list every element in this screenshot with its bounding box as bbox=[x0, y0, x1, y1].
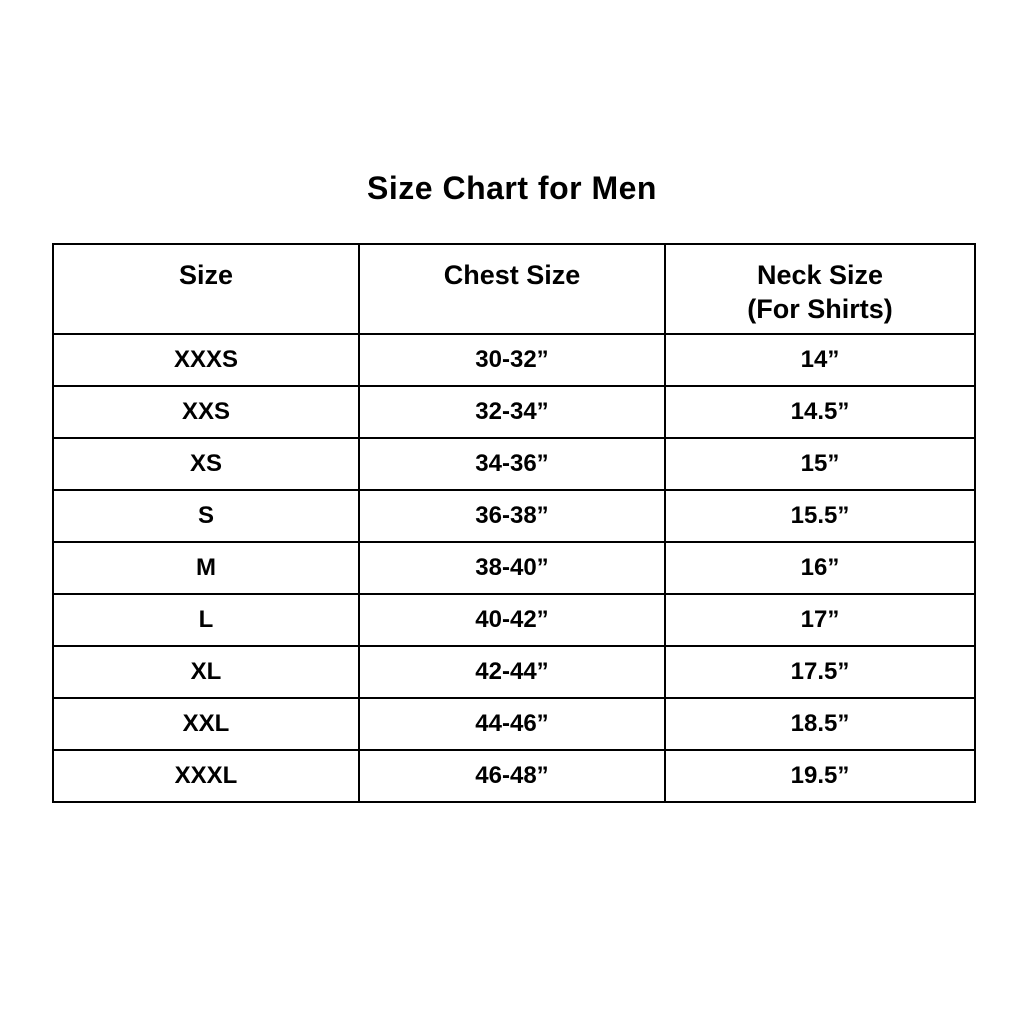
table-row: M 38-40” 16” bbox=[52, 541, 976, 595]
column-header-neck-line2: (For Shirts) bbox=[747, 293, 893, 324]
table-row: XS 34-36” 15” bbox=[52, 437, 976, 491]
column-header-chest: Chest Size bbox=[358, 243, 666, 335]
column-header-chest-label: Chest Size bbox=[443, 260, 581, 290]
neck-cell: 17” bbox=[664, 593, 976, 647]
table-header: Size Chest Size Neck Size (For Shirts) bbox=[52, 243, 976, 335]
neck-cell: 15” bbox=[664, 437, 976, 491]
table-row: XXXS 30-32” 14” bbox=[52, 333, 976, 387]
chest-cell: 38-40” bbox=[358, 541, 666, 595]
size-cell: XXS bbox=[52, 385, 360, 439]
column-header-size-label: Size bbox=[178, 260, 234, 290]
size-cell: XL bbox=[52, 645, 360, 699]
chest-cell: 46-48” bbox=[358, 749, 666, 803]
size-cell: L bbox=[52, 593, 360, 647]
size-cell: S bbox=[52, 489, 360, 543]
table-row: XXL 44-46” 18.5” bbox=[52, 697, 976, 751]
table-row: XL 42-44” 17.5” bbox=[52, 645, 976, 699]
column-header-neck-line1: Neck Size bbox=[756, 260, 884, 290]
table-row: XXXL 46-48” 19.5” bbox=[52, 749, 976, 803]
neck-cell: 17.5” bbox=[664, 645, 976, 699]
chest-cell: 36-38” bbox=[358, 489, 666, 543]
neck-cell: 16” bbox=[664, 541, 976, 595]
column-header-neck: Neck Size (For Shirts) bbox=[664, 243, 976, 335]
chest-cell: 40-42” bbox=[358, 593, 666, 647]
header-row: Size Chest Size Neck Size (For Shirts) bbox=[52, 243, 976, 335]
size-cell: XXXL bbox=[52, 749, 360, 803]
column-header-size: Size bbox=[52, 243, 360, 335]
size-cell: XXXS bbox=[52, 333, 360, 387]
chest-cell: 42-44” bbox=[358, 645, 666, 699]
chest-cell: 32-34” bbox=[358, 385, 666, 439]
neck-cell: 15.5” bbox=[664, 489, 976, 543]
chest-cell: 44-46” bbox=[358, 697, 666, 751]
size-cell: M bbox=[52, 541, 360, 595]
neck-cell: 14” bbox=[664, 333, 976, 387]
chest-cell: 34-36” bbox=[358, 437, 666, 491]
chest-cell: 30-32” bbox=[358, 333, 666, 387]
size-chart-table: Size Chest Size Neck Size (For Shirts) X… bbox=[52, 243, 976, 803]
size-cell: XS bbox=[52, 437, 360, 491]
size-cell: XXL bbox=[52, 697, 360, 751]
table-body: XXXS 30-32” 14” XXS 32-34” 14.5” XS 34-3… bbox=[52, 333, 976, 803]
table-row: S 36-38” 15.5” bbox=[52, 489, 976, 543]
page-title: Size Chart for Men bbox=[367, 170, 657, 206]
neck-cell: 18.5” bbox=[664, 697, 976, 751]
neck-cell: 14.5” bbox=[664, 385, 976, 439]
table-row: XXS 32-34” 14.5” bbox=[52, 385, 976, 439]
table-row: L 40-42” 17” bbox=[52, 593, 976, 647]
neck-cell: 19.5” bbox=[664, 749, 976, 803]
